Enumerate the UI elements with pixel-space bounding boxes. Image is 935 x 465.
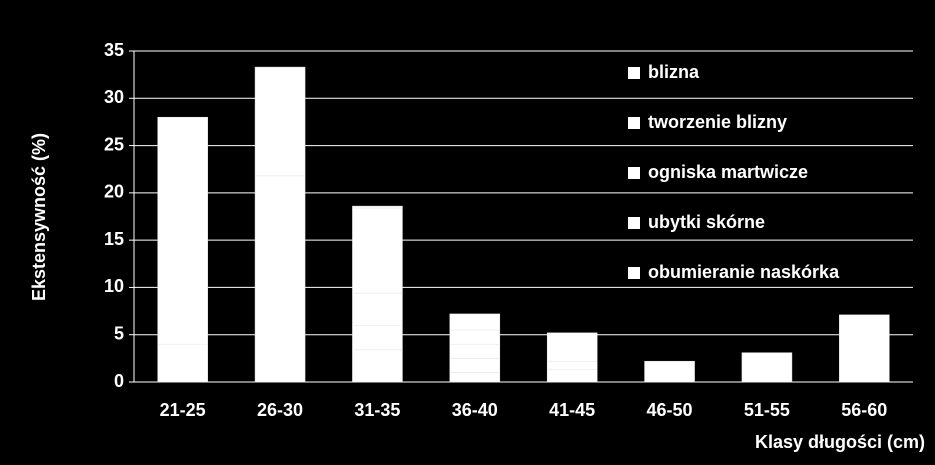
bar-segment: [449, 329, 501, 345]
x-tick-label: 36-40: [452, 400, 498, 420]
legend-swatch: [628, 267, 640, 279]
bar-segment: [352, 325, 403, 351]
x-tick-label: 21-25: [160, 400, 206, 420]
legend-label: obumieranie naskórka: [648, 262, 840, 282]
legend-swatch: [628, 167, 640, 179]
y-tick-label: 30: [104, 87, 124, 107]
legend-label: blizna: [648, 62, 700, 82]
y-tick-label: 10: [104, 276, 124, 296]
legend-swatch: [628, 67, 640, 79]
x-tick-label: 51-55: [744, 400, 790, 420]
bar-segment: [254, 175, 306, 383]
legend-label: tworzenie blizny: [648, 112, 787, 132]
y-axis-label: Ekstensywność (%): [29, 133, 49, 301]
legend-label: ogniska martwicze: [648, 162, 808, 182]
y-tick-label: 35: [104, 40, 124, 60]
bar-segment: [546, 332, 598, 362]
bar-segment: [449, 313, 501, 331]
bar-segment: [254, 66, 306, 177]
bar-segment: [644, 360, 695, 383]
y-tick-label: 0: [114, 371, 124, 391]
y-tick-label: 5: [114, 323, 124, 343]
bar-segment: [352, 205, 403, 209]
bar-segment: [157, 116, 208, 345]
x-tick-label: 41-45: [549, 400, 595, 420]
legend-swatch: [628, 117, 640, 129]
x-axis-label: Klasy długości (cm): [755, 432, 925, 452]
y-tick-label: 15: [104, 229, 124, 249]
bar-segment: [352, 292, 403, 326]
bar-segment: [449, 343, 501, 359]
y-tick-label: 20: [104, 182, 124, 202]
x-tick-label: 56-60: [841, 400, 887, 420]
legend-label: ubytki skórne: [648, 212, 765, 232]
x-tick-label: 31-35: [354, 400, 400, 420]
y-tick-label: 25: [104, 134, 124, 154]
x-tick-label: 46-50: [647, 400, 693, 420]
bar-segment: [546, 360, 598, 370]
bar-segment: [352, 207, 403, 294]
bar-segment: [449, 372, 501, 383]
x-tick-label: 26-30: [257, 400, 303, 420]
bar-segment: [352, 349, 403, 383]
bar-segment: [741, 352, 793, 383]
bar-segment: [546, 369, 598, 383]
legend-swatch: [628, 217, 640, 229]
bar-segment: [839, 314, 890, 383]
bar-segment: [157, 343, 208, 383]
bar-segment: [449, 358, 501, 373]
